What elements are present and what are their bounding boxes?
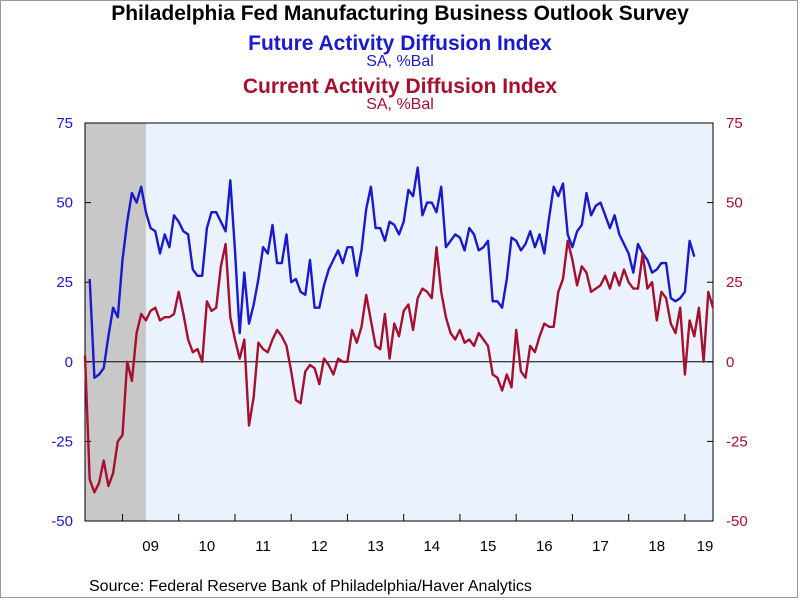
source-note: Source: Federal Reserve Bank of Philadel… xyxy=(89,578,532,595)
y-tick-label-right: 25 xyxy=(726,274,743,291)
y-tick-label-right: -50 xyxy=(726,513,748,530)
legend-future-unit: SA, %Bal xyxy=(366,53,434,70)
legend-future-activity: Future Activity Diffusion Index xyxy=(248,32,552,55)
legend-current-activity: Current Activity Diffusion Index xyxy=(242,75,558,98)
y-tick-label-left: 0 xyxy=(65,354,73,371)
x-tick-label: 17 xyxy=(592,538,609,555)
legend-current-unit: SA, %Bal xyxy=(366,96,434,113)
x-tick-label: 13 xyxy=(367,538,384,555)
x-tick-label: 18 xyxy=(648,538,665,555)
y-tick-label-right: -25 xyxy=(726,433,748,450)
chart-title: Philadelphia Fed Manufacturing Business … xyxy=(111,2,689,25)
y-tick-label-left: -50 xyxy=(51,513,73,530)
plot-area xyxy=(85,123,713,521)
current-activity-line xyxy=(83,239,715,494)
x-tick-label: 16 xyxy=(536,538,553,555)
y-tick-label-right: 50 xyxy=(726,195,743,212)
plot-border xyxy=(84,122,714,522)
y-tick-label-left: 25 xyxy=(56,274,73,291)
y-tick-label-right: 0 xyxy=(726,354,734,371)
x-tick-label: 11 xyxy=(255,538,271,555)
x-tick-label: 09 xyxy=(142,538,159,555)
y-tick-label-left: 50 xyxy=(56,195,73,212)
y-tick-label-right: 75 xyxy=(726,115,743,132)
x-tick-label: 19 xyxy=(697,538,714,555)
y-tick-label-left: -25 xyxy=(51,433,73,450)
x-tick-label: 10 xyxy=(199,538,216,555)
x-tick-label: 15 xyxy=(480,538,497,555)
x-tick-label: 12 xyxy=(311,538,328,555)
x-tick-label: 14 xyxy=(423,538,440,555)
future-activity-line xyxy=(88,166,696,379)
y-tick-label-left: 75 xyxy=(56,115,73,132)
